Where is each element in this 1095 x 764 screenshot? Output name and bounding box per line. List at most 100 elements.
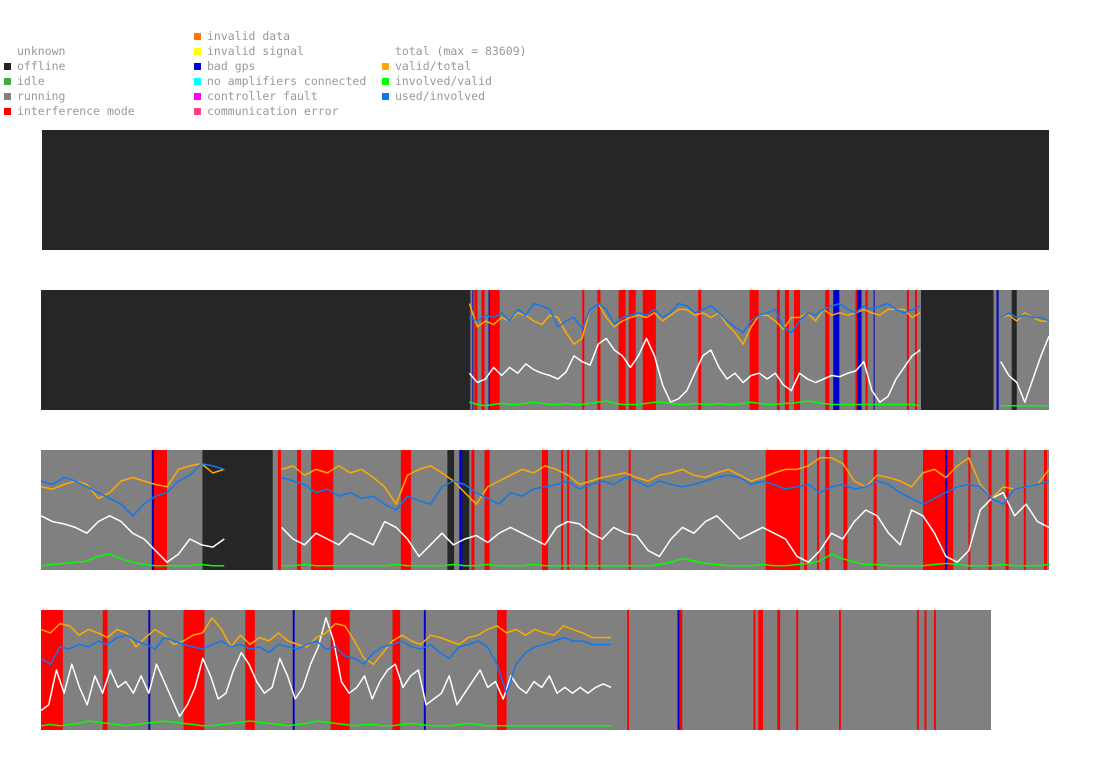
bad-gps-band [873, 290, 875, 410]
bad-gps-band [996, 290, 999, 410]
interference-band [561, 450, 564, 570]
running-band [469, 450, 1049, 570]
interference-band [839, 610, 841, 730]
total-line [40, 491, 1050, 563]
legend-label: used/involved [395, 89, 486, 103]
interference-band [923, 450, 954, 570]
legend-label: unknown [17, 44, 66, 58]
used-involved-line [40, 462, 1050, 517]
bad-gps-band [292, 610, 295, 730]
legend-swatch [4, 78, 11, 85]
used-involved-line [469, 302, 1050, 334]
interference-band [679, 610, 683, 730]
interference-band [628, 450, 631, 570]
legend-swatch [4, 63, 11, 70]
legend-swatch [194, 33, 201, 40]
interference-band [906, 290, 909, 410]
legend-item-ratios-0: total (max = 83609) [382, 44, 527, 59]
interference-band [855, 290, 859, 410]
legend-item-status-3: running [4, 89, 135, 104]
legend-label: controller fault [207, 89, 318, 103]
legend-swatch [382, 78, 389, 85]
panel-0 [42, 130, 1049, 250]
panel-3 [40, 610, 991, 730]
legend-swatch [382, 93, 389, 100]
bad-gps-band [488, 290, 490, 410]
legend-item-ratios-1: valid/total [382, 59, 527, 74]
interference-band [777, 610, 781, 730]
legend-swatch [194, 93, 201, 100]
running-band [993, 290, 1049, 410]
used-involved-line [40, 634, 611, 694]
interference-band [618, 290, 626, 410]
legend-errors: invalid data invalid signal bad gps no ampl… [194, 29, 366, 119]
legend-item-ratios-3: used/involved [382, 89, 527, 104]
interference-band [598, 450, 601, 570]
interference-band [825, 450, 830, 570]
interference-band [392, 610, 401, 730]
bad-gps-band [423, 610, 426, 730]
legend-item-errors-2: bad gps [194, 59, 366, 74]
legend-swatch [194, 108, 201, 115]
interference-band [277, 450, 281, 570]
interference-band [914, 290, 917, 410]
legend-label: running [17, 89, 66, 103]
legend-label: total (max = 83609) [395, 44, 527, 58]
interference-band [784, 290, 789, 410]
interference-band [41, 610, 63, 730]
interference-band [330, 610, 350, 730]
involved-valid-line [40, 720, 611, 727]
interference-band [582, 290, 585, 410]
interference-band [474, 290, 478, 410]
offline-band [447, 450, 455, 570]
legend-item-status-4: interference mode [4, 104, 135, 119]
legend-item-status-0: unknown [4, 44, 135, 59]
running-band [454, 450, 460, 570]
interference-band [817, 450, 820, 570]
panel-2 [40, 450, 1050, 570]
total-line [40, 617, 612, 718]
legend-item-status-2: idle [4, 74, 135, 89]
legend-label: idle [17, 74, 45, 88]
legend-label: bad gps [207, 59, 256, 73]
interference-band [1043, 450, 1047, 570]
interference-band [793, 290, 801, 410]
interference-band [311, 450, 334, 570]
interference-band [481, 290, 485, 410]
bad-gps-band [833, 290, 840, 410]
bad-gps-band [857, 290, 862, 410]
interference-band [698, 290, 702, 410]
offline-band [41, 290, 471, 410]
legend-label: offline [17, 59, 66, 73]
legend-swatch [4, 108, 11, 115]
interference-band [245, 610, 255, 730]
interference-band [776, 290, 780, 410]
legend-label: no amplifiers connected [207, 74, 367, 88]
interference-band [183, 610, 205, 730]
legend-label: invalid data [207, 29, 291, 43]
interference-band [597, 290, 601, 410]
interference-band [873, 450, 877, 570]
interference-band [934, 610, 936, 730]
interference-band [400, 450, 411, 570]
interference-band [627, 610, 630, 730]
legend-ratios: total (max = 83609) valid/total involved/v… [382, 44, 527, 104]
interference-band [968, 450, 971, 570]
legend-item-errors-0: invalid data [194, 29, 366, 44]
involved-valid-line [469, 400, 1049, 407]
legend-status: unknown offline idle running interference mo… [4, 44, 135, 119]
interference-band [471, 450, 475, 570]
interference-band [758, 610, 763, 730]
legend-item-errors-1: invalid signal [194, 44, 366, 59]
interference-band [753, 610, 756, 730]
legend-item-ratios-2: involved/valid [382, 74, 527, 89]
interference-band [541, 450, 549, 570]
interference-band [151, 450, 167, 570]
interference-band [567, 450, 570, 570]
legend-label: involved/valid [395, 74, 492, 88]
interference-band [642, 290, 656, 410]
legend-swatch [382, 63, 389, 70]
bad-gps-band [459, 450, 463, 570]
interference-band [497, 610, 507, 730]
